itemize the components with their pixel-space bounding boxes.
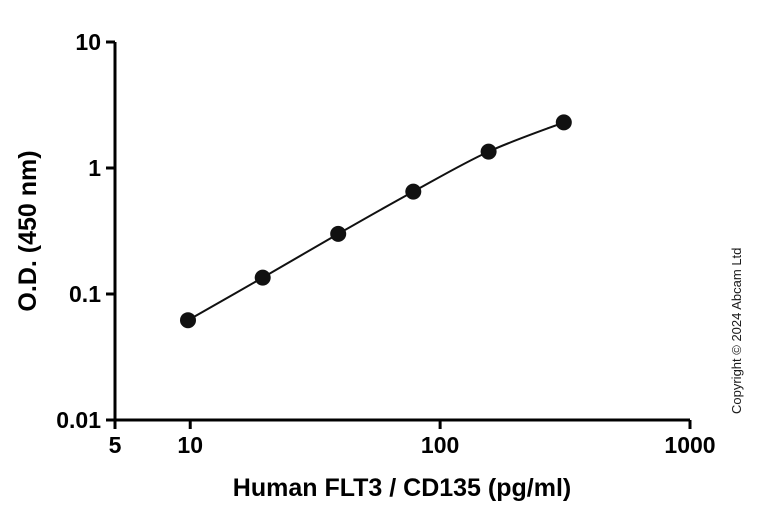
y-tick-label: 10 (75, 29, 101, 55)
x-tick-label: 100 (421, 432, 459, 458)
x-tick-label: 5 (109, 432, 122, 458)
y-axis-title: O.D. (450 nm) (14, 150, 42, 311)
data-point (480, 143, 497, 160)
x-axis-title: Human FLT3 / CD135 (pg/ml) (233, 474, 571, 502)
data-point (405, 183, 422, 200)
y-tick-label: 1 (88, 155, 101, 181)
y-tick-label: 0.01 (56, 407, 101, 433)
x-tick-label: 1000 (664, 432, 715, 458)
x-tick-label: 10 (177, 432, 203, 458)
data-point (254, 269, 271, 286)
data-point (180, 312, 196, 329)
data-point (555, 114, 572, 131)
plot-layer: 5 10 100 1000 0.01 0.1 1 10 (56, 29, 715, 458)
curve-line (187, 121, 565, 322)
copyright-text: Copyright © 2024 Abcam Ltd (729, 248, 744, 414)
data-point (330, 225, 347, 242)
y-tick-label: 0.1 (69, 281, 101, 307)
